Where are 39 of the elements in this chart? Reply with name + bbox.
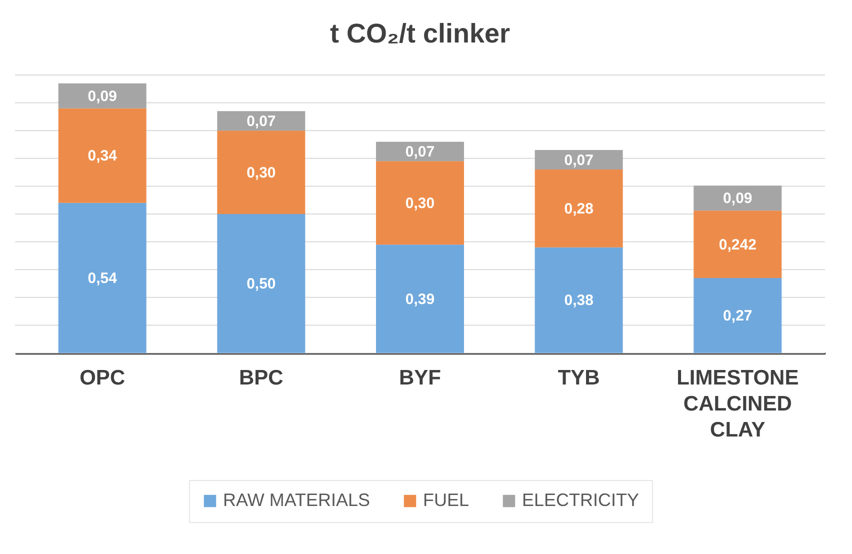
- data-label: 0,34: [88, 148, 118, 165]
- bar: [58, 202, 146, 353]
- data-label: 0,39: [405, 290, 435, 308]
- data-label: 0,54: [88, 270, 118, 287]
- data-label: 0,27: [723, 307, 752, 324]
- data-label: 0,50: [246, 276, 276, 292]
- bar: [694, 278, 782, 353]
- data-label: 0,07: [405, 143, 435, 160]
- bar: [694, 186, 782, 211]
- bar: [694, 210, 782, 278]
- bar: [217, 130, 306, 214]
- legend-label: FUEL: [423, 490, 470, 510]
- data-label: 0,09: [88, 88, 117, 105]
- chart-title: t CO₂/t clinker: [330, 18, 511, 48]
- bar: [534, 170, 623, 248]
- bar: [217, 214, 306, 353]
- bar: [58, 108, 146, 203]
- bar: [376, 142, 464, 162]
- x-tick-label: OPC: [80, 366, 126, 390]
- data-label: 0,30: [246, 164, 276, 182]
- x-tick-label: TYB: [558, 366, 600, 390]
- x-tick-label: BPC: [239, 366, 284, 390]
- data-label: 0,30: [405, 194, 435, 212]
- x-tick-label: BYF: [399, 366, 442, 390]
- data-label: 0,242: [718, 236, 756, 254]
- x-tick-label: LIMESTONE CALCINED CLAY: [676, 366, 799, 442]
- data-label: 0,07: [246, 112, 276, 130]
- bar: [534, 150, 623, 170]
- data-label: 0,07: [564, 152, 594, 169]
- legend-label: RAW MATERIALS: [223, 490, 370, 510]
- bar: [534, 247, 623, 353]
- bar: [376, 161, 464, 245]
- bar: [58, 83, 146, 108]
- legend-label: ELECTRICITY: [522, 490, 640, 510]
- data-label: 0,38: [564, 292, 594, 310]
- bar: [217, 111, 306, 131]
- data-label: 0,28: [564, 200, 594, 218]
- data-label: 0,09: [723, 190, 752, 208]
- bar: [376, 244, 464, 353]
